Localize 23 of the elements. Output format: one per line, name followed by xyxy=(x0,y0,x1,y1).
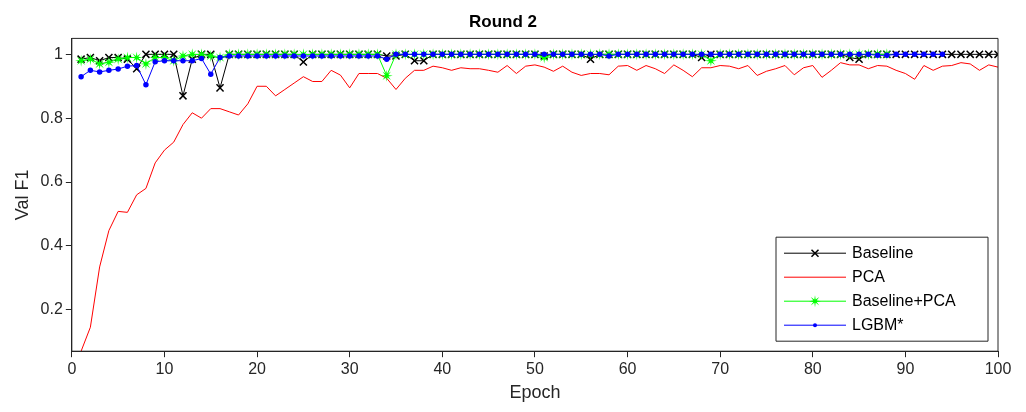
legend-label: PCA xyxy=(852,267,886,285)
x-tick-label: 0 xyxy=(67,360,77,378)
x-tick-label: 100 xyxy=(984,360,1012,378)
y-tick-label: 0.8 xyxy=(40,108,63,126)
x-tick-label: 60 xyxy=(618,360,637,378)
y-axis-title: Val F1 xyxy=(11,169,32,221)
y-tick-label: 0.4 xyxy=(40,236,63,254)
y-tick-label: 0.6 xyxy=(40,172,63,190)
y-tick-label: 1 xyxy=(53,44,63,62)
x-tick-label: 20 xyxy=(248,360,267,378)
x-axis-title: Epoch xyxy=(509,382,561,403)
legend-label: Baseline+PCA xyxy=(852,291,956,309)
x-tick-label: 10 xyxy=(155,360,174,378)
legend-label: Baseline xyxy=(852,243,914,261)
legend-label: LGBM* xyxy=(852,315,904,333)
x-tick-label: 40 xyxy=(433,360,452,378)
x-tick-label: 90 xyxy=(896,360,915,378)
chart-title: Round 2 xyxy=(469,11,537,31)
x-tick-label: 70 xyxy=(711,360,730,378)
x-tick-label: 50 xyxy=(526,360,544,378)
y-tick-label: 0.2 xyxy=(40,300,63,318)
x-tick-label: 30 xyxy=(340,360,359,378)
x-tick-label: 80 xyxy=(803,360,822,378)
